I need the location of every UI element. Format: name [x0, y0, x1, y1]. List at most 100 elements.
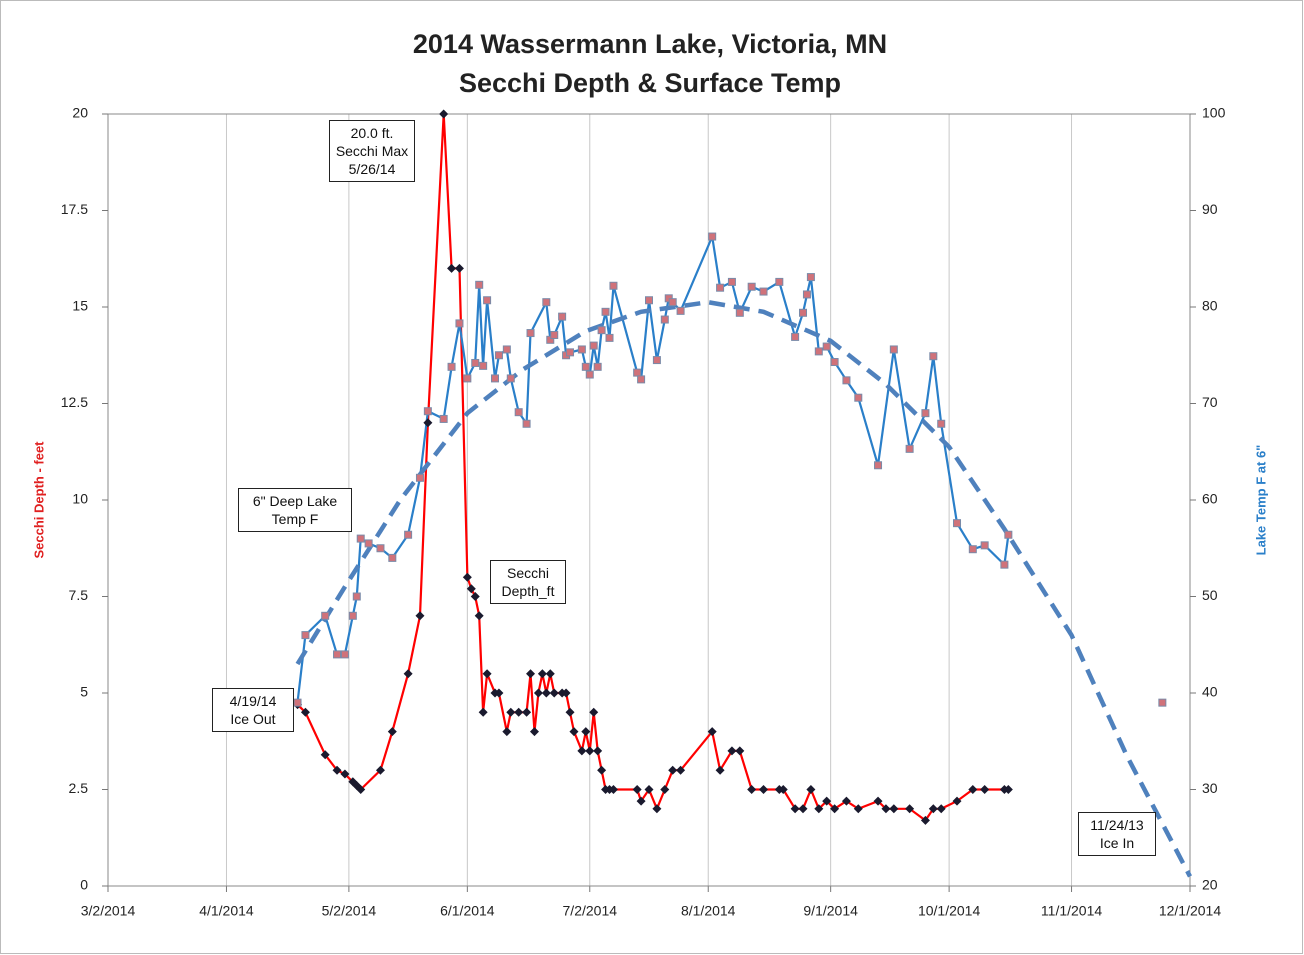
marker: [637, 375, 646, 384]
marker: [404, 530, 413, 539]
y-tick-label: 12.5: [61, 394, 88, 410]
marker: [494, 351, 503, 360]
y2-tick-label: 30: [1202, 780, 1218, 796]
y-tick-label: 7.5: [69, 587, 89, 603]
marker: [585, 746, 595, 756]
marker: [300, 707, 310, 717]
marker: [929, 352, 938, 361]
marker: [478, 707, 488, 717]
trend-line: [295, 299, 1192, 878]
marker: [581, 362, 590, 371]
marker: [1000, 560, 1009, 569]
marker: [482, 669, 492, 679]
annotation-line: Ice In: [1099, 835, 1135, 851]
marker: [483, 296, 492, 305]
marker: [928, 804, 938, 814]
annotation-line: Ice Out: [230, 711, 276, 727]
marker: [652, 804, 662, 814]
marker: [502, 345, 511, 354]
marker: [348, 611, 357, 620]
marker: [526, 329, 535, 338]
marker: [952, 796, 962, 806]
marker: [937, 419, 946, 428]
marker: [439, 414, 448, 423]
marker: [652, 356, 661, 365]
marker: [920, 815, 930, 825]
marker: [502, 727, 512, 737]
y-tick-label: 5: [80, 684, 88, 700]
y2-tick-label: 20: [1202, 877, 1218, 893]
marker: [676, 306, 685, 315]
series-annotation: 6" Deep Lake Temp F: [238, 488, 352, 532]
marker: [802, 290, 811, 299]
marker: [676, 765, 686, 775]
annotation-line: 11/24/13: [1090, 817, 1144, 833]
marker: [387, 727, 397, 737]
marker: [462, 572, 472, 582]
marker: [506, 374, 515, 383]
marker: [526, 669, 536, 679]
marker: [708, 232, 717, 241]
marker: [479, 361, 488, 370]
marker: [707, 727, 717, 737]
marker: [636, 796, 646, 806]
annotation: 20.0 ft. Secchi Max 5/26/14: [329, 120, 415, 182]
marker: [447, 263, 457, 273]
marker: [423, 407, 432, 416]
marker: [830, 804, 840, 814]
marker: [585, 370, 594, 379]
series-annotation: Secchi Depth_ft: [490, 560, 566, 604]
marker: [609, 281, 618, 290]
marker: [841, 796, 851, 806]
marker: [778, 785, 788, 794]
annotation: 4/19/14 Ice Out: [212, 688, 294, 732]
marker: [799, 308, 808, 317]
marker: [806, 273, 815, 282]
marker: [356, 785, 366, 794]
x-tick-label: 8/1/2014: [681, 903, 736, 919]
marker: [447, 362, 456, 371]
x-tick-label: 11/1/2014: [1041, 903, 1102, 919]
marker: [356, 534, 365, 543]
marker: [632, 785, 642, 794]
marker: [889, 804, 899, 814]
marker: [403, 669, 413, 679]
marker: [388, 553, 397, 562]
marker: [775, 277, 784, 286]
y-tick-label: 10: [72, 491, 88, 507]
marker: [601, 307, 610, 316]
marker: [715, 765, 725, 775]
marker: [597, 765, 607, 775]
y-axis-label: Secchi Depth - feet: [31, 441, 46, 559]
marker: [549, 688, 559, 698]
x-tick-label: 7/2/2014: [563, 903, 618, 919]
marker: [980, 785, 990, 794]
y2-tick-label: 90: [1202, 201, 1218, 217]
marker: [463, 374, 472, 383]
marker: [881, 804, 891, 814]
marker: [340, 650, 349, 659]
marker: [735, 308, 744, 317]
marker: [905, 804, 915, 814]
marker: [727, 746, 737, 756]
marker: [633, 368, 642, 377]
marker: [561, 688, 571, 698]
marker: [806, 785, 816, 794]
marker: [854, 393, 863, 402]
y-tick-label: 15: [72, 298, 88, 314]
marker: [759, 785, 769, 794]
annotation: 11/24/13 Ice In: [1078, 812, 1156, 856]
marker: [558, 312, 567, 321]
marker: [716, 283, 725, 292]
marker: [921, 409, 930, 418]
x-tick-label: 5/2/2014: [322, 903, 377, 919]
x-tick-label: 6/1/2014: [440, 903, 495, 919]
x-tick-label: 9/1/2014: [803, 903, 858, 919]
annotation-line: 5/26/14: [348, 161, 396, 177]
marker: [830, 358, 839, 367]
marker: [321, 611, 330, 620]
marker: [566, 348, 575, 357]
marker: [415, 611, 425, 621]
marker: [541, 688, 551, 698]
